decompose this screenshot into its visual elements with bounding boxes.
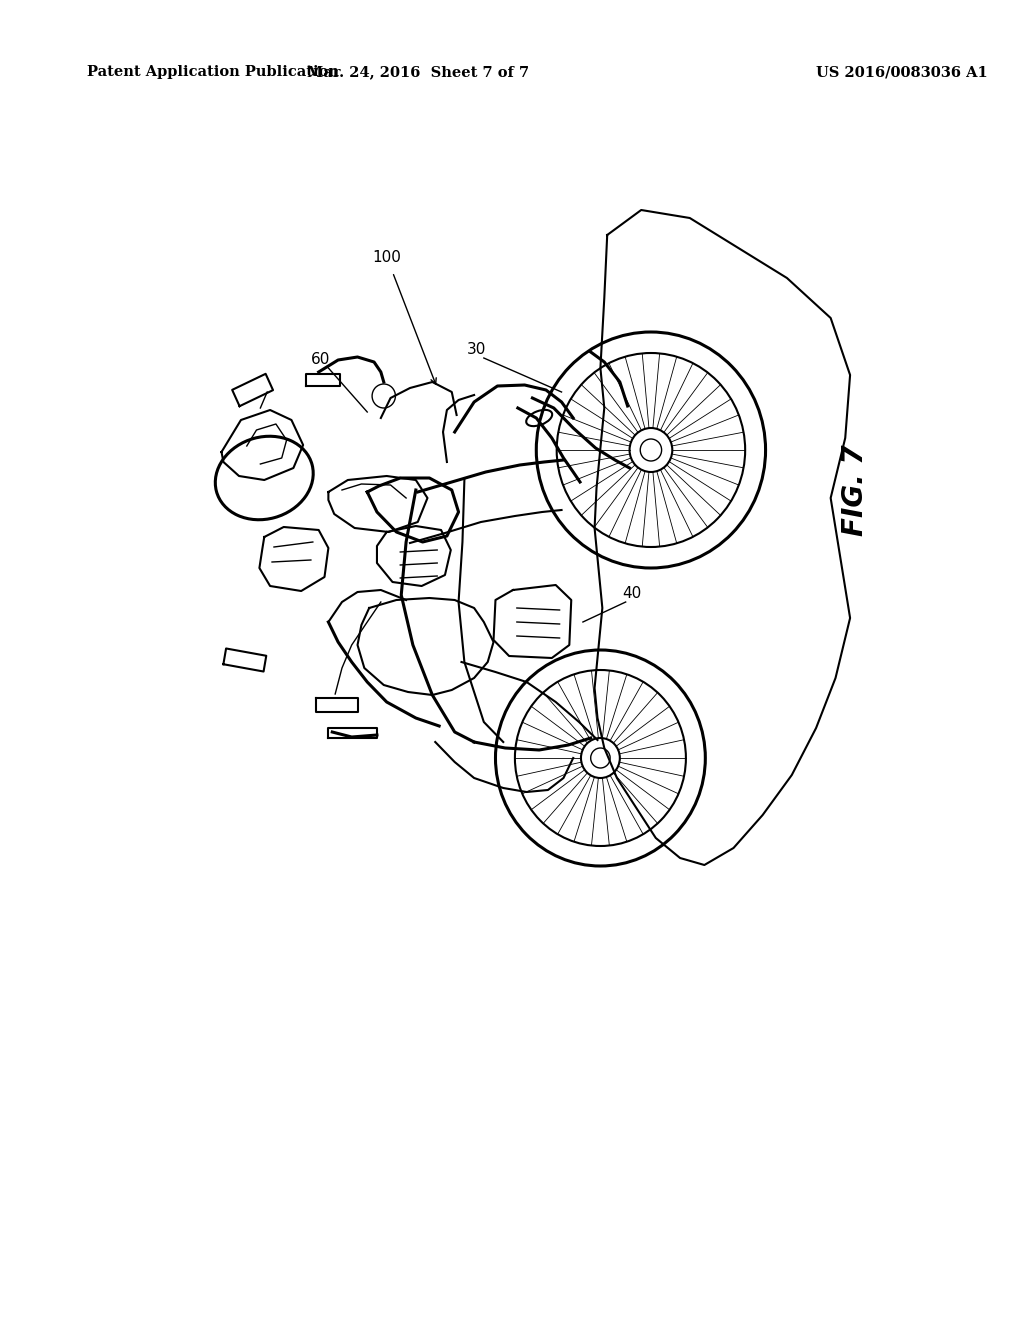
Text: US 2016/0083036 A1: US 2016/0083036 A1 (816, 65, 988, 79)
Text: 30: 30 (466, 342, 485, 358)
Text: Mar. 24, 2016  Sheet 7 of 7: Mar. 24, 2016 Sheet 7 of 7 (307, 65, 528, 79)
Text: FIG. 7: FIG. 7 (841, 445, 869, 536)
Text: 60: 60 (311, 352, 331, 367)
Text: 40: 40 (622, 586, 641, 602)
Text: 100: 100 (373, 251, 401, 265)
Text: Patent Application Publication: Patent Application Publication (87, 65, 339, 79)
